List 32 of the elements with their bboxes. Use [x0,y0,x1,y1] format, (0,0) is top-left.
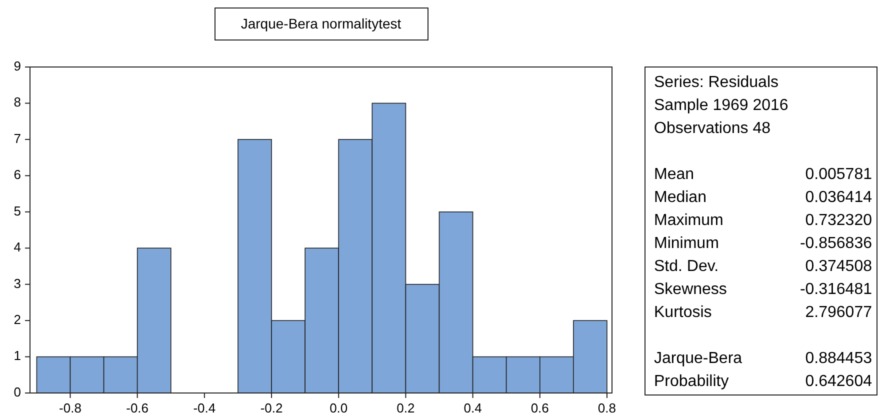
text: Series: Residuals [654,74,778,92]
y-tick-label: 0 [14,384,21,400]
text: Sample 1969 2016 [654,97,788,114]
text: Jarque-Bera 0.884453 [654,350,872,368]
x-tick-label: -0.2 [260,400,283,416]
text: Mean 0.005781 [654,166,872,184]
y-tick-label: 3 [14,276,21,291]
x-tick-label: -0.4 [193,400,216,416]
x-tick-label: 0.6 [530,400,549,416]
text: Skewness -0.316481 [654,281,872,298]
x-tick-label: 0.4 [464,400,482,416]
x-tick-label: -0.6 [126,400,149,416]
y-tick-label: 4 [14,240,21,255]
x-tick-label: -0.8 [59,400,82,416]
chart-title: Jarque-Bera normalitytest [240,16,402,32]
x-tick-label: 0.2 [396,400,415,416]
y-tick-label: 5 [14,203,21,218]
y-tick-label: 1 [14,348,21,364]
text: Maximum 0.732320 [654,212,872,230]
text: Std. Dev. 0.374508 [654,258,872,276]
y-tick-label: 8 [14,94,21,110]
text: Probability 0.642604 [654,373,872,390]
text: Observations 48 [654,120,771,138]
text: Minimum -0.856836 [654,235,872,252]
x-tick-label: 0.8 [598,400,616,416]
text: Median 0.036414 [654,189,872,206]
y-tick-label: 6 [14,167,21,182]
y-tick-label: 7 [14,130,21,146]
y-tick-label: 2 [14,312,21,327]
y-tick-label: 9 [14,58,21,74]
text: Kurtosis 2.796077 [654,304,872,322]
x-tick-label: 0.0 [330,400,348,416]
